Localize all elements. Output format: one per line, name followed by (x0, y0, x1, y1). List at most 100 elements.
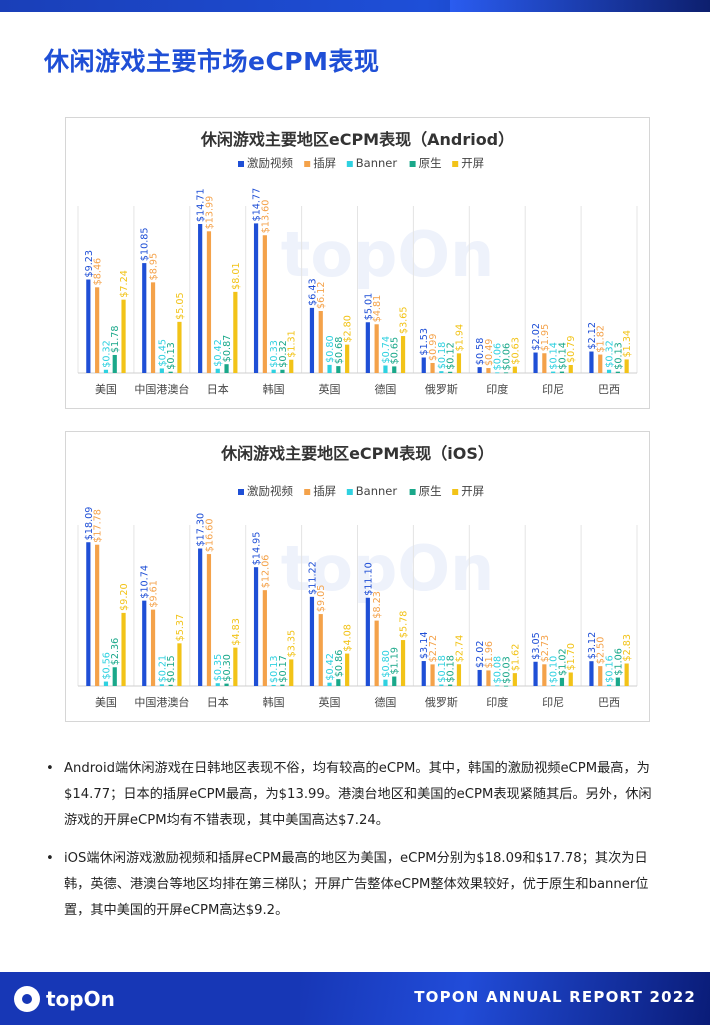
bar (430, 664, 435, 686)
topon-logo: topOn (14, 984, 115, 1014)
data-label: $0.32 (278, 340, 289, 367)
bar (615, 371, 620, 373)
bar (598, 666, 603, 686)
legend-swatch (452, 161, 459, 167)
data-label: $13.60 (260, 200, 271, 234)
data-label: $0.99 (428, 334, 439, 361)
data-label: $0.32 (101, 340, 112, 367)
data-label: $8.01 (231, 262, 242, 289)
chart-ios: topOn 休闲游戏主要地区eCPM表现（iOS） 激励视频 插屏 Banner 原生 开屏… (65, 431, 650, 722)
legend: 激励视频 插屏 Banner 原生 开屏 (238, 484, 484, 498)
bar (624, 663, 629, 686)
category-label: 中国港澳台 (134, 382, 189, 396)
data-label: $0.18 (446, 655, 457, 682)
data-label: $3.65 (399, 307, 410, 334)
bar (253, 223, 259, 373)
legend-swatch (409, 489, 416, 495)
data-label: $0.56 (101, 652, 112, 679)
category-label: 俄罗斯 (425, 383, 458, 396)
bar (327, 682, 332, 686)
data-label: $14.77 (252, 188, 263, 222)
bar (365, 597, 370, 686)
data-label: $0.13 (166, 342, 177, 369)
data-label: $2.50 (596, 637, 607, 664)
data-label: $5.78 (399, 611, 410, 638)
bar (551, 371, 556, 373)
data-label: $0.13 (613, 342, 624, 369)
bar (421, 357, 426, 373)
bar (177, 321, 182, 373)
legend-label: 插屏 (313, 484, 336, 498)
data-label: $13.99 (204, 196, 215, 230)
data-label: $0.68 (334, 337, 345, 364)
data-label: $9.20 (119, 583, 130, 610)
data-label: $1.96 (484, 641, 495, 668)
bar (374, 620, 379, 686)
data-label: $4.83 (231, 618, 242, 645)
bar (512, 673, 517, 686)
bar (400, 640, 406, 686)
bar (495, 685, 500, 687)
category-label: 英国 (319, 695, 341, 709)
bar (551, 685, 556, 687)
bar (262, 590, 267, 686)
data-label: $4.08 (343, 624, 354, 651)
chart-svg: topOn 休闲游戏主要地区eCPM表现（Andriod） 激励视频 插屏 Banner… (77, 130, 638, 396)
bar (456, 353, 462, 373)
data-label: $0.18 (437, 655, 448, 682)
legend-label: Banner (356, 156, 398, 170)
data-label: $3.12 (587, 632, 598, 659)
bar (159, 368, 164, 373)
bar (168, 371, 173, 373)
category-label: 俄罗斯 (425, 696, 458, 709)
data-label: $1.53 (419, 328, 430, 355)
category-label: 美国 (95, 383, 117, 396)
data-label: $2.80 (343, 315, 354, 342)
data-label: $9.05 (316, 585, 327, 612)
bar (309, 307, 315, 373)
bar (430, 362, 435, 373)
legend-swatch (346, 489, 353, 495)
data-label: $2.72 (428, 635, 439, 662)
data-label: $0.30 (222, 654, 233, 681)
watermark: topOn (281, 532, 494, 605)
bar (624, 359, 629, 373)
data-label: $0.17 (278, 655, 289, 682)
bar (95, 544, 100, 686)
logo-text: topOn (46, 987, 115, 1011)
bullet-ios: • iOS端休闲游戏激励视频和插屏eCPM最高的地区为美国，eCPM分别为$18… (44, 846, 654, 924)
bar (103, 681, 109, 686)
data-label: $0.80 (325, 335, 336, 362)
bar (486, 368, 491, 373)
bar (345, 344, 350, 373)
bar (568, 364, 573, 373)
data-label: $1.62 (510, 644, 521, 671)
bar (112, 354, 117, 373)
data-label: $1.31 (287, 330, 298, 357)
data-label: $16.60 (204, 518, 215, 552)
data-label: $7.24 (119, 270, 130, 297)
report-title: TOPON ANNUAL REPORT 2022 (414, 988, 696, 1006)
bar (150, 282, 156, 373)
data-label: $1.78 (110, 326, 121, 353)
data-label: $0.16 (605, 655, 616, 682)
bar (606, 684, 612, 686)
bar (280, 369, 285, 373)
category-label: 美国 (95, 696, 117, 709)
data-label: $1.02 (557, 648, 568, 675)
data-label: $0.18 (437, 342, 448, 369)
bar (215, 683, 220, 686)
bar (86, 279, 91, 373)
bar (271, 684, 276, 686)
data-label: $0.10 (549, 656, 560, 683)
footer: topOn TOPON ANNUAL REPORT 2022 (0, 972, 710, 1025)
bar (533, 352, 538, 373)
data-label: $2.02 (531, 323, 542, 350)
data-label: $2.36 (110, 638, 121, 665)
category-label: 英国 (319, 382, 341, 396)
legend-swatch (304, 489, 311, 495)
bar (95, 287, 100, 373)
category-label: 巴西 (598, 696, 620, 709)
data-label: $14.71 (196, 188, 207, 222)
bar (168, 684, 173, 686)
